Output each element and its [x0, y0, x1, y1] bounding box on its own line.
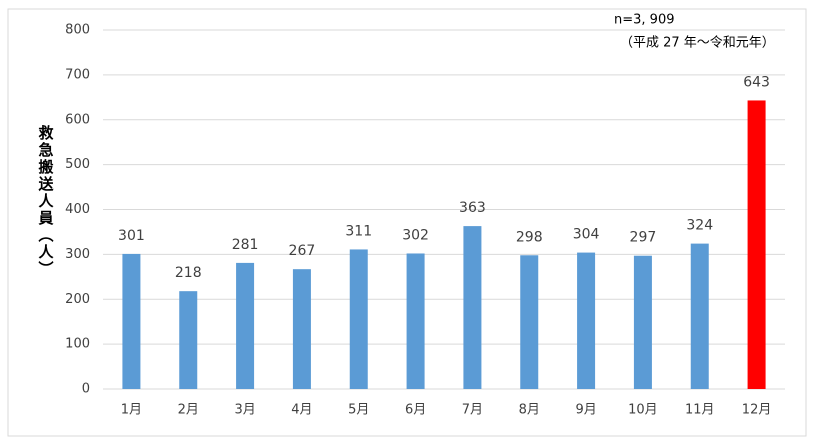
- bar: [690, 243, 709, 389]
- x-tick-label: 3月: [234, 403, 255, 418]
- x-tick-label: 2月: [178, 403, 199, 418]
- x-tick-label: 9月: [575, 403, 596, 418]
- x-tick-label: 10月: [628, 403, 658, 418]
- data-label: 298: [516, 229, 543, 245]
- x-tick-label: 5月: [348, 403, 369, 418]
- bar: [520, 255, 539, 389]
- annotation: （平成 27 年～令和元年）: [620, 36, 775, 51]
- y-axis-label: 救急搬送人員（人）: [37, 124, 55, 278]
- y-tick-label: 0: [82, 382, 90, 397]
- bar: [292, 269, 311, 389]
- y-tick-label: 800: [65, 23, 90, 38]
- x-tick-label: 4月: [291, 403, 312, 418]
- data-label: 304: [573, 227, 600, 243]
- y-tick-label: 400: [65, 202, 90, 217]
- data-label: 297: [630, 230, 657, 246]
- bar: [179, 291, 198, 389]
- data-label: 643: [743, 74, 770, 90]
- y-tick-label: 300: [65, 247, 90, 262]
- data-label: 363: [459, 200, 486, 216]
- data-label: 281: [232, 237, 259, 253]
- data-label: 302: [402, 227, 429, 243]
- bar: [349, 249, 368, 389]
- x-tick-label: 8月: [519, 403, 540, 418]
- bar: [406, 253, 425, 389]
- data-label: 267: [289, 243, 316, 259]
- y-tick-label: 500: [65, 157, 90, 172]
- data-label: 324: [686, 218, 713, 234]
- x-tick-label: 11月: [685, 403, 715, 418]
- x-tick-label: 6月: [405, 403, 426, 418]
- bar: [577, 252, 596, 389]
- bar: [633, 255, 652, 389]
- y-tick-label: 200: [65, 292, 90, 307]
- bar: [236, 262, 255, 389]
- data-label: 218: [175, 265, 202, 281]
- y-tick-label: 100: [65, 337, 90, 352]
- y-tick-label: 600: [65, 112, 90, 127]
- x-tick-label: 1月: [121, 403, 142, 418]
- x-tick-label: 7月: [462, 403, 483, 418]
- bar: [747, 100, 766, 390]
- x-tick-label: 12月: [742, 403, 772, 418]
- data-label: 311: [345, 223, 372, 239]
- bar: [463, 226, 482, 389]
- bar: [122, 253, 141, 389]
- annotation: n=3, 909: [614, 13, 674, 28]
- data-label: 301: [118, 228, 145, 244]
- y-tick-label: 700: [65, 67, 90, 82]
